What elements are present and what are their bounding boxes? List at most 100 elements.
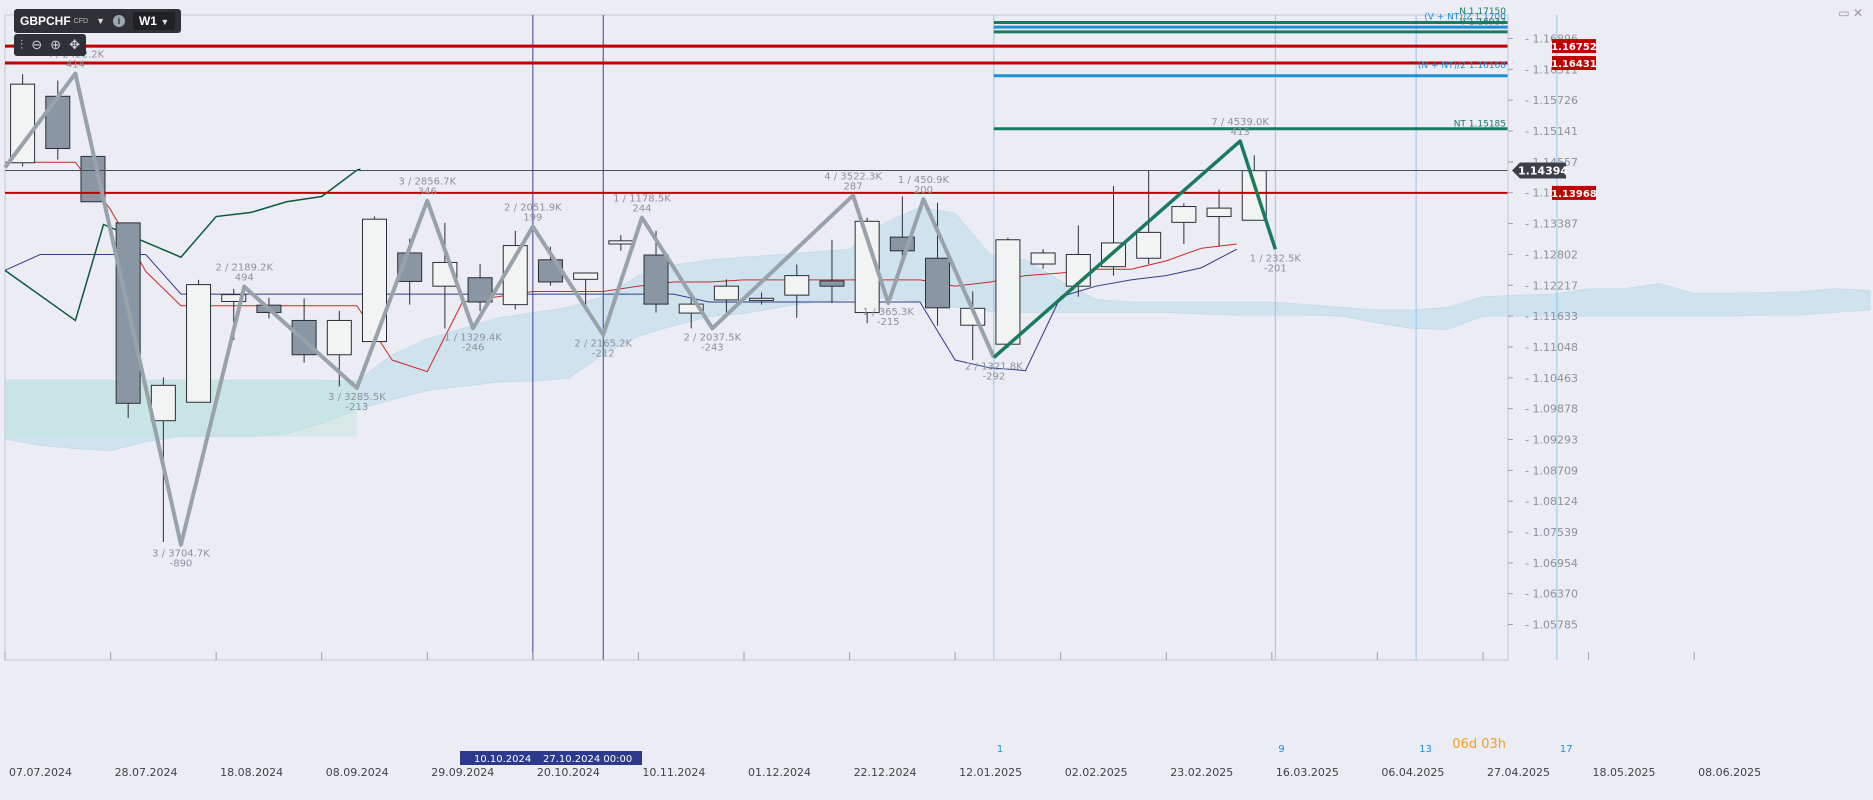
info-icon[interactable]: i: [112, 15, 125, 27]
price-tick-label: - 1.12802: [1525, 248, 1578, 261]
zigzag-points-label: 414: [66, 60, 85, 71]
time-tick-label: 20.10.2024: [537, 766, 600, 779]
time-tick-label: 02.02.2025: [1065, 766, 1128, 779]
price-tick-label: - 1.08709: [1525, 464, 1578, 477]
zigzag-points-label: 494: [235, 273, 254, 284]
price-tick-label: - 1.11048: [1525, 341, 1578, 354]
chart-tools: ⫶ ⊖ ⊕ ✥: [14, 34, 86, 56]
price-tick-label: - 1.09878: [1525, 403, 1578, 416]
zigzag-points-label: -246: [462, 342, 485, 353]
chevron-down-icon[interactable]: ▼: [96, 16, 105, 26]
candle: [784, 275, 810, 296]
current-price-tag: [1512, 162, 1566, 179]
indicators-icon[interactable]: ⫶: [20, 37, 24, 52]
zoom-in-icon[interactable]: ⊕: [50, 37, 62, 52]
price-tick-label: - 1.10463: [1525, 372, 1578, 385]
price-tag: [1552, 39, 1596, 54]
chevron-down-icon: ▼: [160, 17, 170, 27]
time-tick-label: 16.03.2025: [1276, 766, 1339, 779]
zigzag-points-label: -890: [170, 559, 193, 570]
zigzag-points-label: -215: [877, 317, 900, 328]
date-tag-highlight: [460, 751, 642, 765]
maximize-icon[interactable]: ▭: [1838, 6, 1850, 20]
time-tick-label: 12.01.2025: [959, 766, 1022, 779]
bar-countdown: 06d 03h: [1452, 737, 1506, 752]
price-tick-label: - 1.13387: [1525, 218, 1578, 231]
cycle-number: 13: [1419, 744, 1432, 755]
zigzag-volume-label: 4 / 3522.3K: [824, 171, 882, 182]
window-controls: ▭ ✕: [1838, 6, 1863, 20]
zigzag-green-leg: [992, 139, 1278, 359]
candle: [1136, 231, 1162, 259]
candle: [925, 257, 951, 309]
countdown-hours: 03h: [1481, 737, 1506, 752]
current-price-label: 1.14394: [1518, 164, 1568, 177]
level-label: N 1.17150: [1459, 7, 1506, 17]
symbol-suffix: CFD: [73, 17, 89, 25]
time-tick-label: 27.04.2025: [1487, 766, 1550, 779]
symbol-toolbar: GBPCHF CFD ▼ i W1 ▼: [14, 9, 182, 33]
zigzag-volume-label: 2 / 2165.2K: [574, 339, 632, 350]
date-tag-label: 10.10.2024: [474, 754, 531, 765]
zigzag-points-label: 346: [418, 187, 437, 198]
chikou-line: [4, 168, 361, 322]
timeframe-selector[interactable]: W1 ▼: [132, 12, 176, 30]
cycle-number: 17: [1560, 744, 1573, 755]
zoom-out-icon[interactable]: ⊖: [31, 37, 43, 52]
zigzag-volume-label: 1 / 232.5K: [1250, 253, 1302, 264]
level-label: (N + NT)/2 1.16168: [1418, 61, 1506, 71]
time-tick-label: 23.02.2025: [1170, 766, 1233, 779]
zigzag-points-label: 413: [1231, 127, 1250, 138]
zigzag-volume-label: 3 / 3285.5K: [328, 392, 386, 403]
cycle-number: 9: [1278, 744, 1284, 755]
zigzag-volume-label: 7 / 4539.0K: [1211, 117, 1269, 128]
time-tick-label: 07.07.2024: [9, 766, 72, 779]
crosshair-icon[interactable]: ✥: [69, 37, 80, 52]
candle: [819, 280, 845, 287]
zigzag-volume-label: 2 / 2051.9K: [504, 203, 562, 214]
price-tick-label: - 1.08124: [1525, 495, 1578, 508]
price-tick-label: - 1.15141: [1525, 125, 1578, 138]
level-label: NT 1.15185: [1454, 120, 1506, 130]
close-icon[interactable]: ✕: [1852, 6, 1863, 20]
ichimoku-cloud-green: [5, 380, 357, 437]
candle: [1171, 206, 1197, 223]
candle: [995, 239, 1021, 345]
time-tick-label: 28.07.2024: [115, 766, 178, 779]
cycle-number: 1: [997, 744, 1003, 755]
zigzag-points-label: -201: [1264, 263, 1287, 274]
zigzag-volume-label: 3 / 3704.7K: [152, 549, 210, 560]
time-tick-label: 18.05.2025: [1593, 766, 1656, 779]
price-tick-label: - 1.05785: [1525, 619, 1578, 632]
price-tick-label: - 1.11633: [1525, 310, 1578, 323]
zigzag-points-label: -213: [346, 402, 369, 413]
plot-background: [4, 14, 1509, 661]
timeframe-label: W1: [138, 14, 157, 28]
candle: [749, 297, 775, 301]
zigzag-volume-label: 1 / 365.3K: [863, 307, 915, 318]
zigzag-points-label: -292: [982, 371, 1005, 382]
candle: [1206, 207, 1232, 218]
symbol-name[interactable]: GBPCHF: [20, 14, 71, 28]
level-label: (V + NT)/2 1.1700: [1424, 12, 1506, 22]
price-tag-label: 1.16431: [1551, 59, 1597, 70]
time-tick-label: 22.12.2024: [854, 766, 917, 779]
zigzag-points-label: -243: [701, 342, 724, 353]
zigzag-volume-label: 2 / 1321.8K: [965, 361, 1023, 372]
zigzag-volume-label: 1 / 450.9K: [898, 175, 950, 186]
countdown-days: 06d: [1452, 737, 1481, 752]
price-tag-label: 1.13968: [1551, 189, 1597, 200]
zigzag-points-label: 199: [523, 213, 542, 224]
zigzag-volume-label: 2 / 2189.2K: [215, 263, 273, 274]
price-tick-label: - 1.09293: [1525, 434, 1578, 447]
price-tick-label: - 1.15726: [1525, 94, 1578, 107]
candle: [467, 277, 493, 303]
zigzag-line: [3, 71, 996, 547]
price-tag-label: 1.16752: [1551, 42, 1597, 53]
price-tick-label: - 1.12217: [1525, 279, 1578, 292]
candle: [678, 303, 704, 314]
time-tick-label: 08.09.2024: [326, 766, 389, 779]
candle: [45, 95, 71, 150]
